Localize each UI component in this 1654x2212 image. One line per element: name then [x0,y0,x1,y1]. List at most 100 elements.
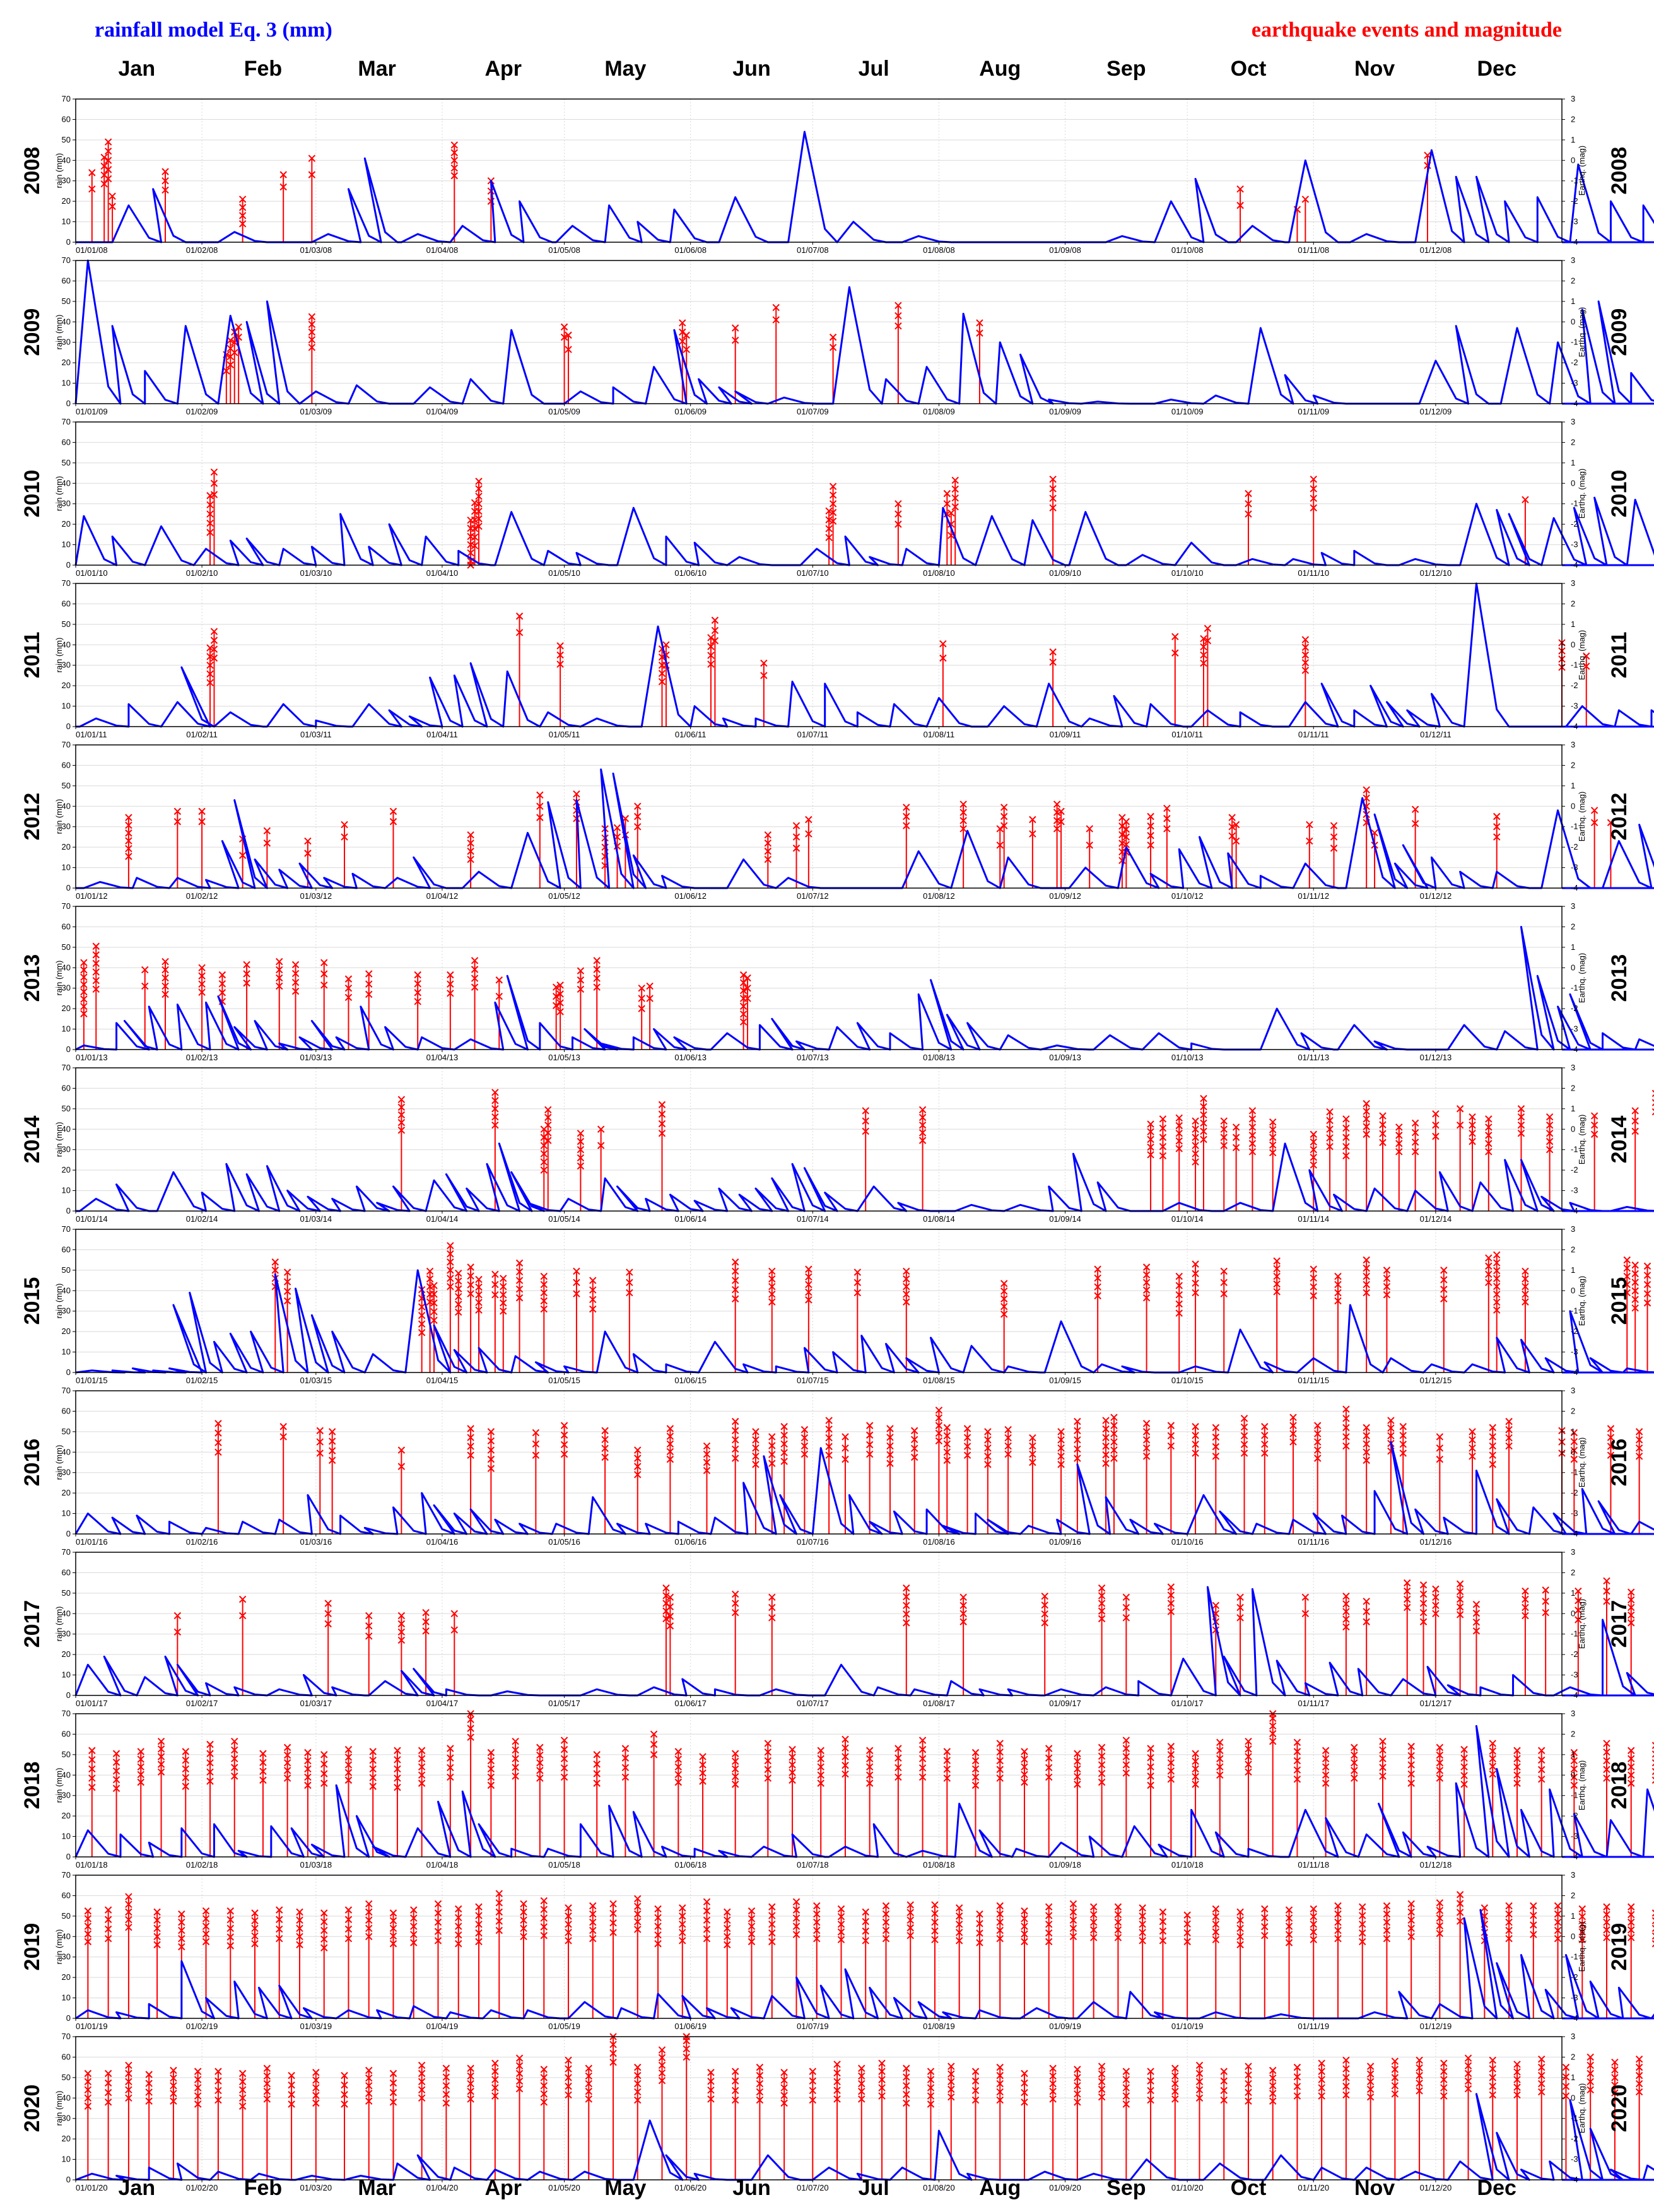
earthquake-marker [231,1772,238,1780]
earthquake-marker [1163,804,1171,812]
earthquake-marker [145,2071,153,2078]
left-tick-label: 50 [62,619,71,629]
earthquake-marker [291,978,300,986]
earthquake-marker [450,156,459,164]
earthquake-marker [679,1912,686,1920]
x-tick-label: 01/01/18 [76,1860,108,1870]
earthquake-marker [1631,1261,1639,1269]
earthquake-series [84,1890,1654,2018]
earthquake-marker [1623,1264,1631,1272]
x-tick-label: 01/11/09 [1298,407,1329,416]
x-tick-label: 01/05/10 [548,568,580,578]
left-tick-label: 20 [62,1488,71,1497]
earthquake-marker [1167,1751,1175,1758]
x-tick-label: 01/02/17 [186,1699,218,1708]
x-tick-label: 01/09/16 [1049,1537,1081,1547]
earthquake-marker [959,800,967,808]
right-axis-label: Earthq. (mag) [1577,307,1587,357]
earthquake-marker [365,990,373,998]
earthquake-marker [1053,800,1061,808]
x-tick-label: 01/12/17 [1420,1699,1452,1708]
right-tick-label: 0 [1571,1285,1575,1295]
earthquake-marker [1554,1918,1562,1926]
earthquake-marker [206,1750,214,1757]
earthquake-marker [1590,1121,1598,1129]
earthquake-marker [88,1784,96,1791]
earthquake-marker [809,2096,817,2104]
earthquake-marker [1440,2068,1448,2075]
earthquake-marker [1326,1143,1334,1150]
earthquake-marker [487,1446,495,1454]
earthquake-marker [1301,651,1310,659]
earthquake-marker [1603,1748,1610,1756]
earthquake-marker [906,1909,914,1916]
earthquake-marker [1183,1920,1191,1928]
earthquake-marker [161,177,169,185]
earthquake-marker [447,1283,454,1290]
earthquake-marker [467,1272,474,1280]
earthquake-marker [862,1117,869,1125]
earthquake-marker [1578,1921,1586,1928]
earthquake-marker [1631,1270,1639,1278]
earthquake-marker [283,1268,291,1276]
earthquake-marker [1391,2090,1399,2098]
panel-frame [75,1067,1563,1212]
earthquake-marker [1505,1434,1513,1442]
earthquake-marker [577,985,585,993]
earthquake-marker [1493,1251,1501,1259]
earthquake-marker [1505,1417,1513,1425]
x-tick-label: 01/12/13 [1420,1053,1452,1062]
earthquake-marker [394,1765,401,1773]
earthquake-marker [1245,1738,1252,1745]
earthquake-marker [532,1440,540,1448]
earthquake-marker [320,1770,328,1777]
earthquake-marker [214,2068,222,2075]
earthquake-marker [1285,1922,1293,1930]
grid-lines [75,583,1562,727]
x-tick-label: 01/01/15 [76,1376,108,1385]
left-tick-label: 30 [62,983,71,993]
earthquake-marker [654,1914,662,1921]
earthquake-marker [894,322,902,330]
panel-frame [75,1552,1563,1696]
earthquake-marker [515,1259,524,1267]
year-label-left: 2019 [20,1923,44,1971]
rainfall-line [74,1586,1654,1697]
earthquake-marker [1578,1936,1586,1943]
earthquake-marker [1603,1740,1610,1747]
right-tick-label: -1 [1571,337,1578,347]
earthquake-marker [1379,1746,1387,1754]
earthquake-marker [320,1751,328,1758]
earthquake-marker [565,346,572,353]
earthquake-marker [430,1282,438,1289]
earthquake-marker [1306,837,1313,845]
earthquake-marker [1163,825,1171,833]
earthquake-marker [650,1730,658,1738]
earthquake-marker [1651,1741,1654,1749]
earthquake-marker [1489,2082,1496,2090]
earthquake-marker [1314,1438,1322,1446]
left-tick-label: 10 [62,1347,71,1357]
earthquake-marker [1074,1757,1081,1765]
earthquake-marker [1505,1926,1513,1934]
earthquake-marker [1603,1911,1610,1919]
left-tick-label: 30 [62,660,71,670]
earthquake-marker [1363,1280,1370,1289]
earthquake-marker [238,1612,247,1620]
left-axis-label: rain (mm) [54,638,64,673]
earthquake-marker [1147,832,1154,840]
earthquake-marker [1363,1123,1370,1130]
earthquake-marker [210,479,218,487]
right-tick-label: 1 [1571,2073,1575,2082]
earthquake-marker [634,1902,642,1911]
earthquake-marker [1200,659,1207,667]
earthquake-marker [418,1320,426,1328]
earthquake-marker [1195,2061,1204,2069]
x-tick-label: 01/08/12 [923,891,955,901]
x-tick-label: 01/09/19 [1049,2022,1081,2031]
x-tick-label: 01/09/09 [1049,407,1081,416]
earthquake-marker [1611,2081,1619,2089]
earthquake-marker [813,1910,821,1918]
earthquake-marker [650,1740,658,1748]
left-tick-label: 50 [62,781,71,790]
